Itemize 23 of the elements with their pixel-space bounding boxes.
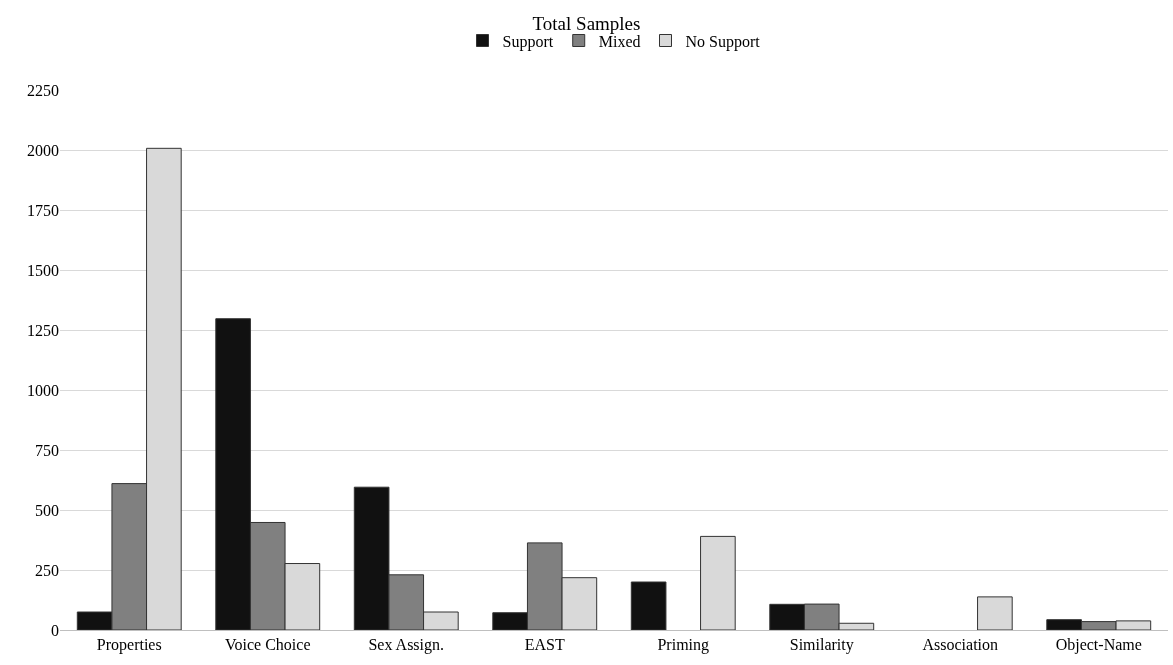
x-tick-label: Similarity (789, 636, 854, 655)
x-tick-label: Properties (96, 636, 162, 655)
legend-label: No Support (685, 32, 761, 51)
y-tick-label: 2250 (27, 81, 59, 99)
y-tick-label: 1000 (27, 381, 59, 399)
y-tick-label: 1500 (27, 261, 59, 279)
chart-title: Total Samples (532, 12, 641, 34)
x-tick-label: Association (922, 636, 999, 654)
x-tick-label: Object-Name (1055, 636, 1142, 655)
x-tick-label: Sex Assign. (368, 636, 445, 655)
x-tick-label: Voice Choice (225, 636, 311, 654)
y-tick-label: 250 (35, 561, 59, 579)
y-tick-label: 2000 (27, 141, 59, 159)
y-tick-label: 0 (51, 621, 59, 639)
x-tick-label: EAST (524, 636, 565, 654)
y-tick-label: 500 (35, 501, 59, 519)
y-tick-label: 750 (35, 441, 59, 459)
bar (977, 596, 1013, 630)
bar (630, 581, 667, 630)
y-tick-label: 1250 (27, 321, 59, 339)
legend-label: Support (502, 32, 554, 51)
y-tick-label: 1750 (27, 201, 59, 219)
x-tick-label: Priming (657, 636, 710, 655)
